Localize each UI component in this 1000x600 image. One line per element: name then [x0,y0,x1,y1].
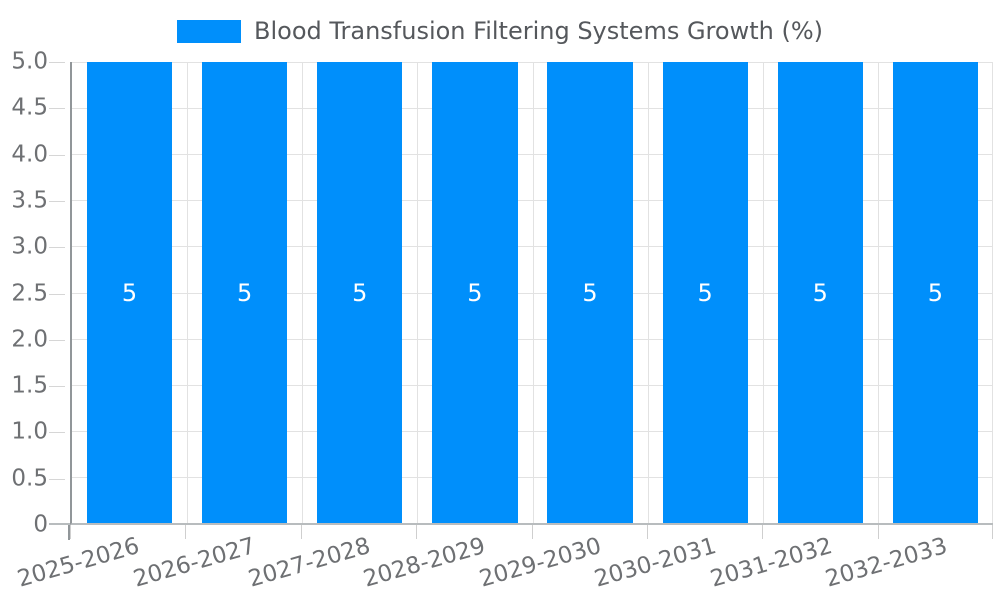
y-tick-label: 3.5 [11,187,48,214]
bar-value-label: 5 [237,278,253,307]
bar-2026-2027[interactable]: 5 [202,62,288,523]
y-tick-mark [49,108,65,110]
y-tick-label: 5.0 [11,48,48,75]
x-tick-mark [416,525,418,539]
legend-label: Blood Transfusion Filtering Systems Grow… [254,17,823,45]
bar-2025-2026[interactable]: 5 [86,62,173,523]
y-tick-label: 2.0 [11,326,48,353]
gridline [187,62,189,523]
y-tick-mark [49,62,65,63]
bar-value-label: 5 [927,278,944,307]
x-tick-mark [992,525,993,539]
y-tick-mark [49,247,65,249]
x-tick-mark [70,525,71,539]
x-tick-label: 2032-2033 [822,533,951,593]
gridline [992,62,993,523]
y-tick-mark [49,478,65,480]
y-tick-mark [49,293,65,295]
x-tick-mark [762,525,764,539]
x-tick-label: 2025-2026 [14,533,143,593]
bar-value-label: 5 [121,278,138,307]
bar-2028-2029[interactable]: 5 [432,62,518,523]
bar-value-label: 5 [812,278,828,307]
x-axis: 2025-2026 2026-2027 2027-2028 2028-2029 … [15,525,993,600]
bar-2030-2031[interactable]: 5 [662,62,748,523]
y-tick-label: 4.5 [11,94,48,121]
bar-2032-2033[interactable]: 5 [892,62,979,523]
y-tick-mark [49,386,65,388]
y-tick-label: 4.0 [11,141,48,168]
bar-value-label: 5 [582,278,598,307]
x-axis-line-extension [49,523,70,525]
x-tick-mark [877,525,879,539]
y-tick-mark [49,432,65,434]
x-tick-mark [300,525,302,539]
bar-value-label: 5 [467,278,483,307]
legend-swatch-icon [177,19,241,43]
x-tick-label: 2028-2029 [361,533,489,593]
bar-value-label: 5 [352,278,368,307]
y-axis-line-extension [68,525,70,540]
x-tick-label: 2029-2030 [476,533,605,593]
gridline [302,62,304,523]
y-tick-mark [49,154,65,156]
bar-2031-2032[interactable]: 5 [777,62,863,523]
bar-2029-2030[interactable]: 5 [547,62,633,523]
x-tick-mark [531,525,533,539]
y-tick-mark [49,339,65,341]
gridline [417,62,419,523]
gridline [762,62,764,523]
x-tick-label: 2026-2027 [130,533,258,593]
gridline [532,62,534,523]
x-tick-label: 2027-2028 [245,533,374,593]
chart-plot-area: 5 5 5 5 5 5 5 5 [70,62,993,525]
y-tick-label: 3.0 [11,233,48,260]
x-tick-mark [646,525,648,539]
bar-value-label: 5 [697,278,713,307]
y-tick-label: 1.5 [11,372,48,399]
x-tick-label: 2031-2032 [707,533,835,593]
legend-item[interactable]: Blood Transfusion Filtering Systems Grow… [177,17,823,45]
y-axis: 5.0 4.5 4.0 3.5 3.0 2.5 2.0 1.5 1.0 0.5 … [0,50,70,536]
y-tick-label: 0 [33,511,48,538]
x-tick-mark [185,525,187,539]
y-tick-label: 2.5 [11,280,48,306]
y-tick-label: 1.0 [11,418,48,445]
chart-legend: Blood Transfusion Filtering Systems Grow… [0,17,1000,45]
gridline [647,62,649,523]
y-tick-mark [49,200,65,202]
x-tick-label: 2030-2031 [591,533,720,593]
bar-2027-2028[interactable]: 5 [317,62,403,523]
y-tick-label: 0.5 [11,465,48,492]
gridline [877,62,879,523]
